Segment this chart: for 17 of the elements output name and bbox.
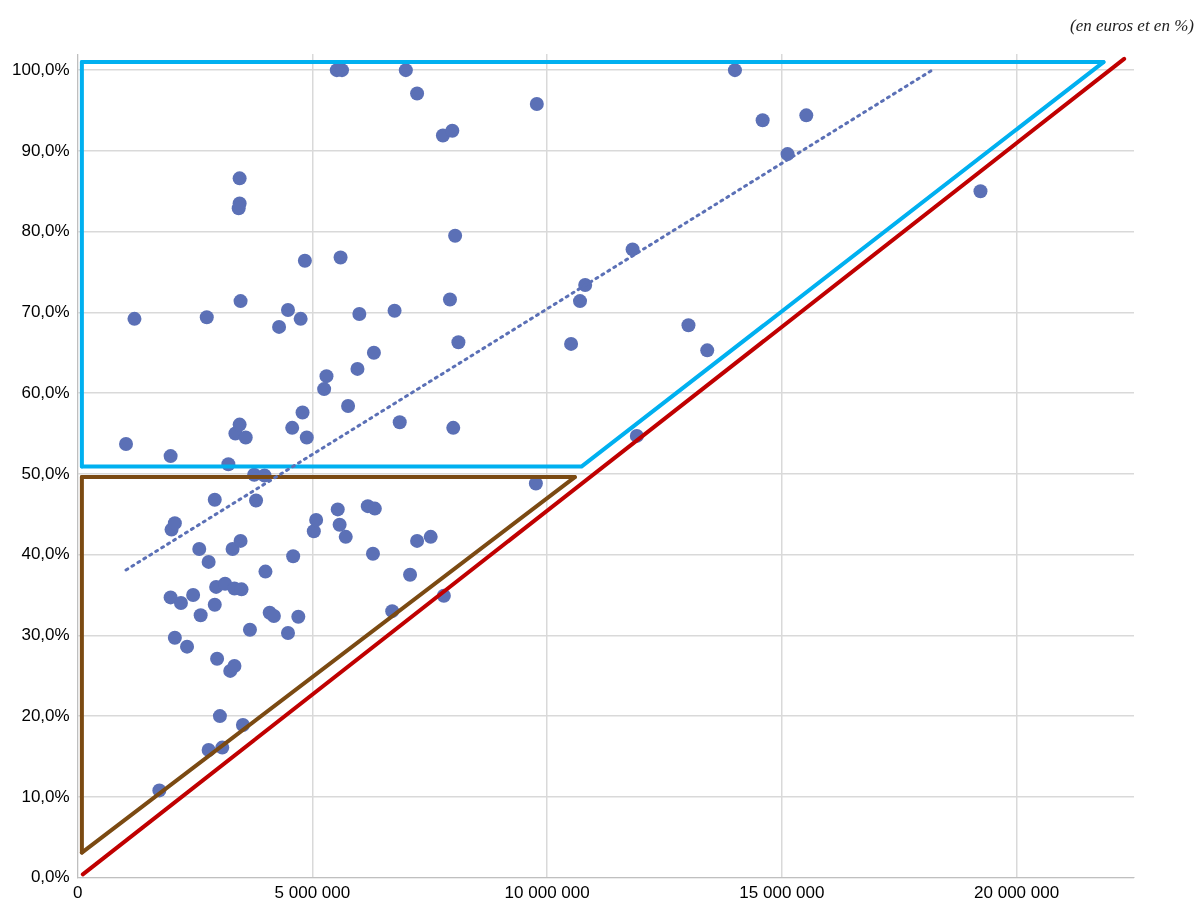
x-tick-label: 5 000 000 [274, 883, 351, 903]
y-tick-label: 20,0% [21, 705, 70, 725]
y-tick-label: 60,0% [21, 382, 70, 402]
y-tick-label: 70,0% [21, 302, 70, 322]
x-tick-label: 15 000 000 [739, 883, 825, 903]
y-tick-label: 100,0% [11, 59, 70, 79]
y-tick-label: 0,0% [30, 867, 70, 887]
y-tick-label: 90,0% [21, 140, 70, 160]
x-tick-label: 0 [72, 883, 83, 903]
y-tick-label: 50,0% [21, 463, 70, 483]
x-tick-label: 10 000 000 [504, 883, 590, 903]
y-tick-label: 10,0% [21, 786, 70, 806]
x-tick-label: 20 000 000 [974, 883, 1060, 903]
y-tick-label: 30,0% [21, 625, 70, 645]
y-tick-label: 40,0% [21, 544, 70, 564]
text: (en euros et en %) [1070, 16, 1194, 36]
y-tick-label: 80,0% [21, 221, 70, 241]
